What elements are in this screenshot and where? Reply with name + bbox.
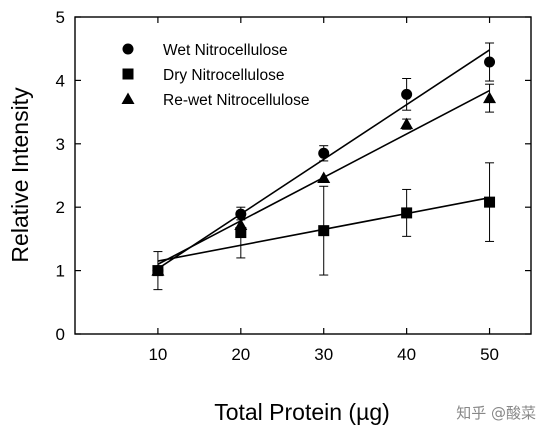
watermark: 知乎 @酸菜 — [456, 404, 536, 422]
x-tick-label: 50 — [480, 345, 499, 364]
y-tick-label: 1 — [56, 262, 65, 281]
legend-marker-square — [122, 68, 134, 80]
x-tick-label: 40 — [397, 345, 416, 364]
legend-label: Dry Nitrocellulose — [163, 67, 284, 84]
triangle-point — [234, 218, 248, 230]
legend-marker-triangle — [121, 92, 135, 104]
legend-label: Wet Nitrocellulose — [163, 42, 288, 59]
x-tick-label: 30 — [314, 345, 333, 364]
circle-point — [401, 88, 413, 100]
square-point — [318, 225, 330, 237]
x-tick-label: 20 — [231, 345, 250, 364]
y-tick-label: 5 — [56, 8, 65, 27]
y-axis-label: Relative Intensity — [7, 87, 33, 263]
y-tick-label: 0 — [56, 325, 65, 344]
triangle-point — [483, 91, 497, 104]
square-point — [401, 207, 413, 219]
x-tick-label: 10 — [148, 345, 167, 364]
axes: 0 1 2 3 4 5 10 20 30 40 50 — [56, 8, 532, 364]
legend: Wet Nitrocellulose Dry Nitrocellulose Re-w… — [121, 42, 309, 109]
triangle-point — [400, 117, 414, 130]
circle-point — [484, 56, 496, 68]
plot-frame — [74, 16, 532, 335]
square-point — [235, 227, 247, 239]
circle-point — [235, 208, 247, 220]
y-tick-label: 4 — [56, 71, 65, 90]
y-tick-label: 2 — [56, 198, 65, 217]
data-points — [151, 56, 497, 277]
square-point — [484, 196, 496, 208]
circle-point — [318, 147, 330, 159]
legend-marker-circle — [122, 43, 134, 55]
x-axis-label: Total Protein (µg) — [214, 399, 390, 425]
triangle-point — [317, 171, 331, 184]
legend-label: Re-wet Nitrocellulose — [163, 92, 309, 109]
triangle-point — [151, 264, 165, 276]
y-tick-label: 3 — [56, 135, 65, 154]
